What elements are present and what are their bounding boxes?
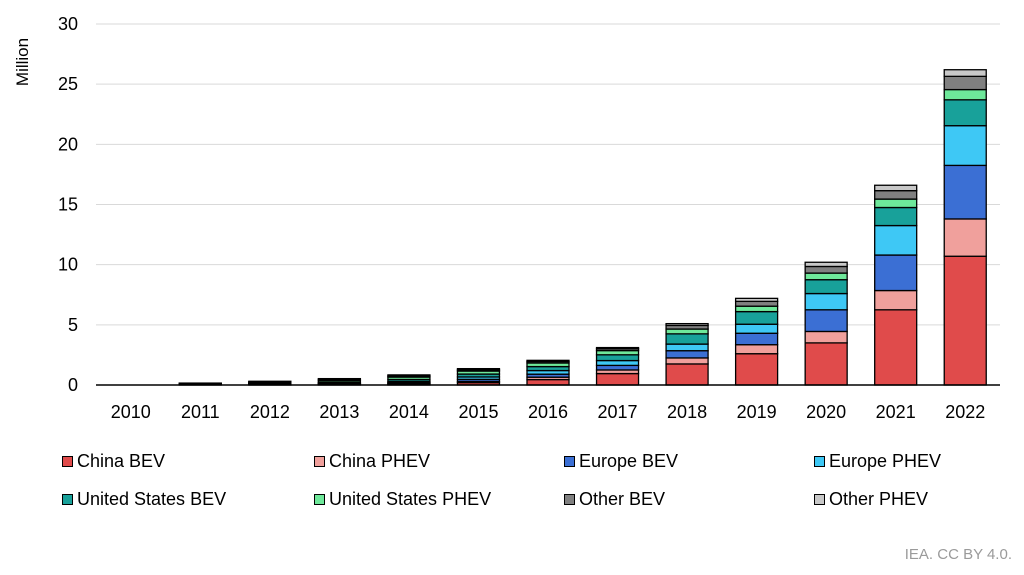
- bar-segment: [665, 333, 709, 345]
- source-credit: IEA. CC BY 4.0.: [904, 546, 1012, 563]
- bar-segment: [804, 261, 848, 268]
- bar-segment: [804, 309, 848, 333]
- bar-segment: [943, 69, 987, 77]
- bar-segment: [874, 224, 918, 256]
- bar-segment: [178, 382, 222, 385]
- bar-segment: [804, 265, 848, 274]
- bar-segment: [595, 359, 640, 367]
- bar-segment: [595, 354, 640, 362]
- bars: [178, 69, 987, 386]
- x-tick-label: 2020: [806, 402, 846, 422]
- bar-segment: [248, 380, 292, 384]
- bar-segment: [595, 364, 640, 371]
- x-tick-label: 2010: [111, 402, 151, 422]
- bar-segment: [665, 350, 709, 359]
- bar-segment: [874, 289, 918, 311]
- bar-segment: [665, 322, 709, 327]
- axes: 0 5 10 15 20 25 30 2010 2011 2012 2013 2014 2015 2016…: [58, 14, 1000, 422]
- bar-segment: [665, 328, 709, 335]
- bar-segment: [387, 374, 431, 377]
- bar-segment: [804, 272, 848, 281]
- y-tick-label: 15: [58, 195, 78, 215]
- bar-segment: [526, 359, 570, 363]
- bar-segment: [734, 323, 779, 334]
- y-tick-label: 0: [68, 375, 78, 395]
- bar-segment: [874, 254, 918, 292]
- x-tick-label: 2011: [181, 402, 220, 422]
- bar-segment: [317, 377, 362, 381]
- bar-segment: [943, 75, 987, 91]
- y-axis-label: Million: [13, 38, 32, 86]
- x-tick-label: 2014: [389, 402, 429, 422]
- bar-segment: [943, 88, 987, 101]
- bar-segment: [874, 184, 918, 192]
- bar-segment: [595, 372, 640, 386]
- bar-segment: [804, 342, 848, 386]
- y-tick-label: 5: [68, 315, 78, 335]
- x-tick-label: 2018: [667, 402, 707, 422]
- bar-segment: [734, 353, 779, 386]
- bar-segment: [734, 305, 779, 313]
- bar-segment: [665, 363, 709, 386]
- bar-segment: [943, 218, 987, 257]
- bar-segment: [943, 125, 987, 167]
- y-tick-label: 10: [58, 255, 78, 275]
- bar-segment: [665, 357, 709, 365]
- bar-segment: [804, 330, 848, 344]
- bar-segment: [943, 164, 987, 220]
- bar-segment: [734, 344, 779, 355]
- x-tick-label: 2013: [319, 402, 359, 422]
- bar-segment: [943, 255, 987, 386]
- x-tick-label: 2021: [876, 402, 916, 422]
- x-tick-label: 2015: [458, 402, 498, 422]
- x-tick-label: 2019: [737, 402, 777, 422]
- y-tick-label: 20: [58, 134, 78, 154]
- bar-segment: [874, 309, 918, 386]
- x-tick-label: 2017: [598, 402, 638, 422]
- bar-segment: [526, 378, 570, 386]
- bar-segment: [874, 198, 918, 209]
- bar-segment: [734, 297, 779, 303]
- bar-segment: [943, 99, 987, 127]
- bar-segment: [804, 279, 848, 295]
- gridlines: [96, 23, 1000, 326]
- bar-segment: [595, 346, 640, 350]
- x-tick-label: 2022: [945, 402, 985, 422]
- bar-segment: [734, 300, 779, 307]
- bar-segment: [734, 310, 779, 325]
- x-tick-label: 2012: [250, 402, 290, 422]
- y-tick-label: 30: [58, 14, 78, 34]
- y-tick-label: 25: [58, 74, 78, 94]
- bar-segment: [874, 190, 918, 200]
- bar-segment: [804, 292, 848, 311]
- bar-segment: [665, 343, 709, 352]
- bar-segment: [874, 206, 918, 227]
- bar-segment: [456, 367, 501, 371]
- bar-segment: [734, 332, 779, 346]
- x-tick-label: 2016: [528, 402, 568, 422]
